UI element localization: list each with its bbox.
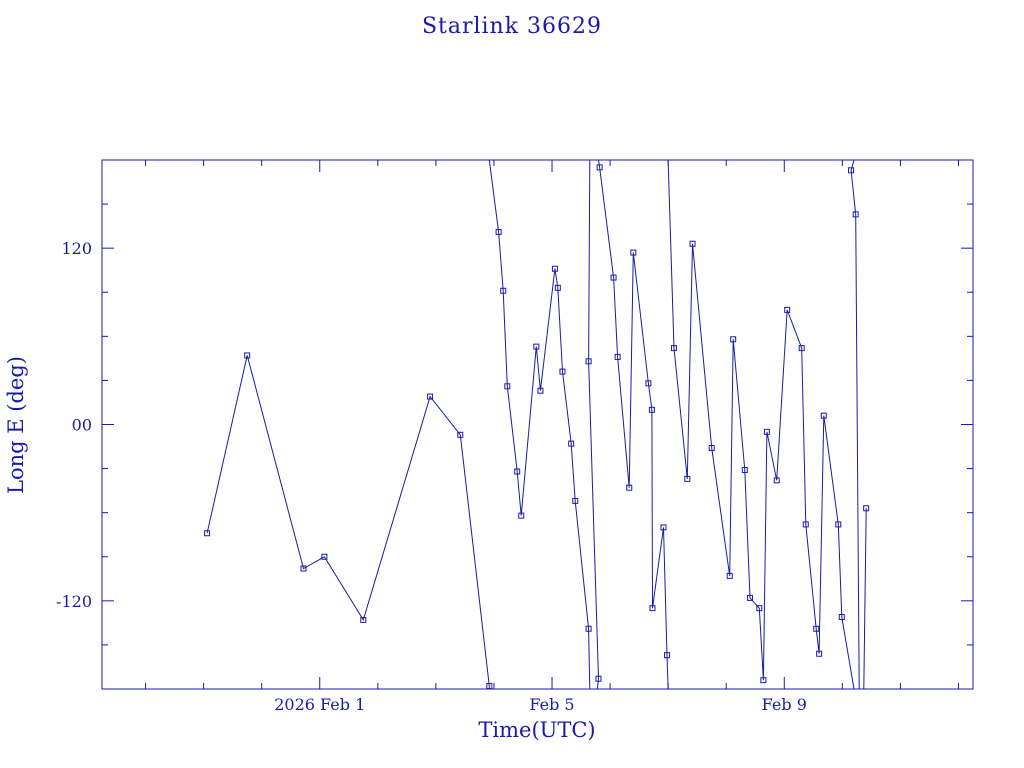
data-point bbox=[551, 265, 558, 272]
data-point bbox=[244, 352, 251, 359]
data-point bbox=[730, 336, 737, 343]
data-point bbox=[360, 616, 367, 623]
data-point bbox=[321, 553, 328, 560]
data-point bbox=[660, 524, 667, 531]
series-line bbox=[863, 508, 867, 690]
data-point bbox=[741, 467, 748, 474]
data-point bbox=[689, 240, 696, 247]
data-point bbox=[835, 521, 842, 528]
series-line bbox=[206, 355, 490, 689]
data-point bbox=[457, 431, 464, 438]
data-point bbox=[726, 572, 733, 579]
data-point bbox=[816, 650, 823, 657]
data-point bbox=[648, 406, 655, 413]
data-point bbox=[820, 412, 827, 419]
data-point bbox=[610, 274, 617, 281]
data-point bbox=[518, 512, 525, 519]
data-point bbox=[568, 440, 575, 447]
data-point bbox=[645, 380, 652, 387]
data-point bbox=[863, 505, 870, 512]
data-point bbox=[756, 605, 763, 612]
axis-tick-labels: 2026 Feb 1 Feb 5 Feb 9 120 00 -120 bbox=[56, 239, 807, 714]
data-point bbox=[585, 625, 592, 632]
data-point bbox=[852, 211, 859, 218]
data-point bbox=[649, 605, 656, 612]
data-point bbox=[537, 387, 544, 394]
data-point bbox=[559, 368, 566, 375]
data-point bbox=[802, 521, 809, 528]
data-point bbox=[500, 287, 507, 294]
data-point bbox=[838, 613, 845, 620]
series-line bbox=[667, 159, 855, 690]
series-line bbox=[598, 159, 669, 690]
data-point bbox=[486, 683, 493, 690]
series-line bbox=[850, 159, 860, 690]
data-point bbox=[554, 284, 561, 291]
axis-ticks bbox=[102, 160, 973, 689]
data-point bbox=[572, 497, 579, 504]
data-point bbox=[514, 468, 521, 475]
data-point bbox=[813, 625, 820, 632]
x-tick-label: Feb 9 bbox=[762, 695, 807, 714]
y-tick-label: 00 bbox=[72, 416, 92, 435]
data-point bbox=[773, 477, 780, 484]
data-point bbox=[595, 675, 602, 682]
data-point bbox=[204, 530, 211, 537]
plot-frame bbox=[101, 159, 974, 690]
data-point bbox=[300, 565, 307, 572]
y-tick-label: -120 bbox=[56, 592, 92, 611]
x-tick-label: 2026 Feb 1 bbox=[274, 695, 365, 714]
data-point bbox=[760, 677, 767, 684]
data-point bbox=[684, 475, 691, 482]
data-point bbox=[798, 345, 805, 352]
x-axis-label: Time(UTC) bbox=[478, 718, 596, 742]
x-tick-label: Feb 5 bbox=[529, 695, 574, 714]
data-point bbox=[848, 167, 855, 174]
series-line bbox=[488, 159, 591, 690]
data-point bbox=[747, 594, 754, 601]
data-point bbox=[784, 306, 791, 313]
data-point bbox=[708, 445, 715, 452]
data-point bbox=[504, 383, 511, 390]
data-point bbox=[495, 229, 502, 236]
data-point bbox=[533, 343, 540, 350]
data-point bbox=[626, 484, 633, 491]
data-point bbox=[585, 358, 592, 365]
y-axis-label: Long E (deg) bbox=[4, 356, 28, 494]
data-point bbox=[763, 428, 770, 435]
data-point bbox=[670, 345, 677, 352]
data-point bbox=[614, 353, 621, 360]
plot-area bbox=[204, 159, 870, 690]
series-line bbox=[588, 159, 600, 690]
data-point bbox=[427, 393, 434, 400]
chart-title: Starlink 36629 bbox=[421, 14, 603, 39]
y-tick-label: 120 bbox=[61, 239, 92, 258]
data-point bbox=[596, 164, 603, 171]
data-point bbox=[663, 652, 670, 659]
data-point bbox=[630, 249, 637, 256]
